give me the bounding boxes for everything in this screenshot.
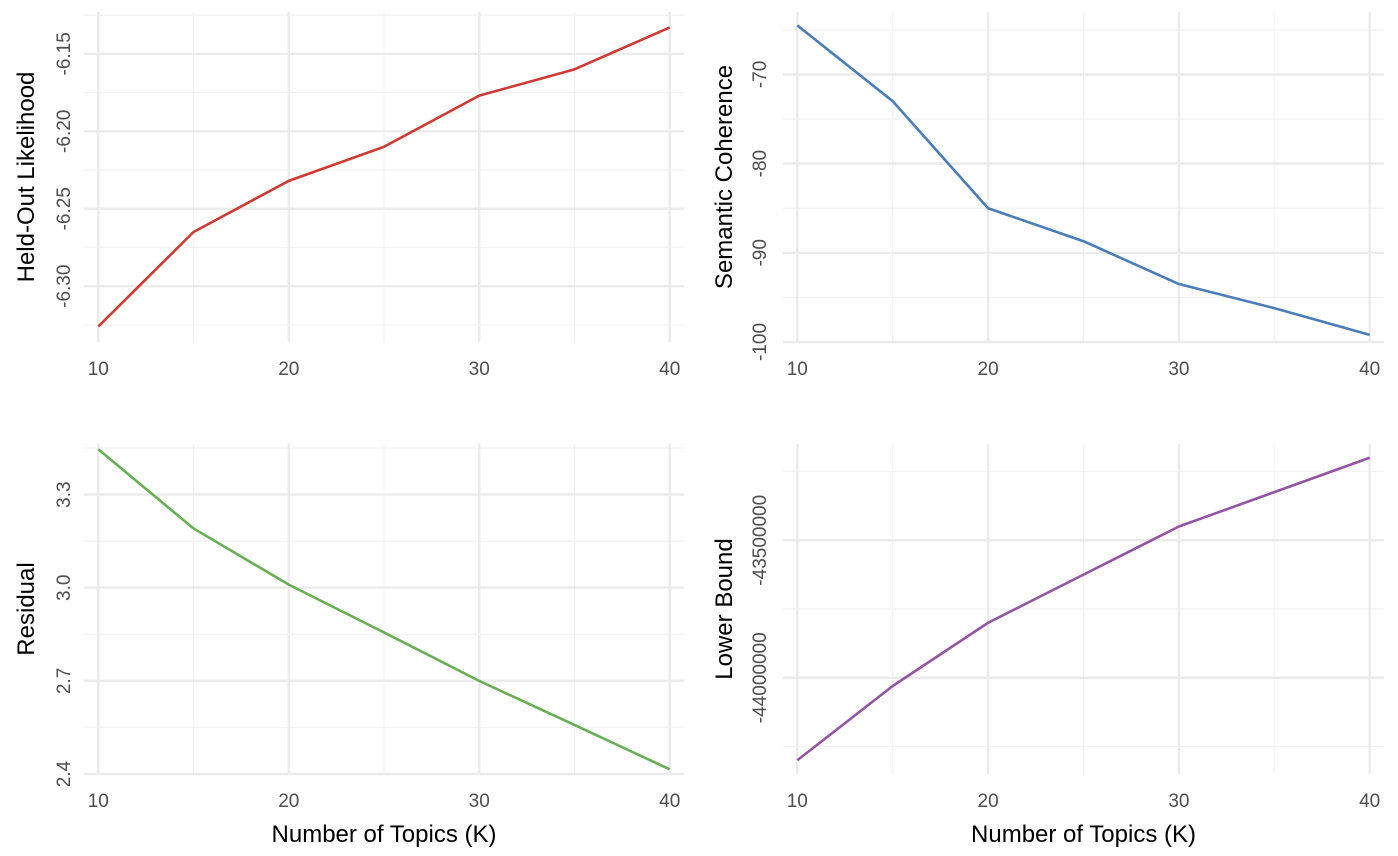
y-tick-label: 2.7 [54, 668, 75, 694]
residual-y-axis-title: Residual [13, 562, 40, 655]
x-tick-label: 20 [278, 359, 299, 380]
x-tick-label: 30 [469, 359, 490, 380]
residual-series-line [97, 448, 671, 771]
x-tick-label: 20 [978, 359, 999, 380]
y-tick-label: 3.3 [54, 481, 75, 507]
x-tick-label: 30 [1168, 791, 1189, 812]
y-tick-label: 3.0 [54, 575, 75, 601]
semantic-coherence-y-axis-title: Semantic Coherence [711, 65, 738, 289]
lower-bound-x-axis-title: Number of Topics (K) [971, 821, 1196, 848]
held-out-likelihood-panel: 10 20 30 40 -6.30 -6.25 -6.20 -6.15 Held-Out Lik… [13, 12, 684, 380]
residual-panel: 10 20 30 40 2.4 2.7 3.0 3.3 Residual Number of To… [13, 444, 684, 848]
held-out-likelihood-y-axis-title: Held-Out Likelihood [13, 72, 40, 283]
y-tick-label: -6.20 [54, 110, 75, 153]
x-tick-label: 40 [659, 359, 680, 380]
y-tick-label: -44000000 [750, 632, 771, 723]
lower-bound-y-axis-title: Lower Bound [711, 538, 738, 679]
y-tick-label: -70 [750, 61, 771, 88]
semantic-coherence-panel: 10 20 30 40 -100 -90 -80 -70 Semantic Coherence [711, 12, 1384, 380]
x-tick-label: 20 [278, 791, 299, 812]
residual-x-axis-title: Number of Topics (K) [272, 821, 497, 848]
x-tick-label: 40 [1359, 359, 1380, 380]
lower-bound-series-line [796, 456, 1371, 762]
semantic-coherence-series-line [796, 24, 1371, 337]
y-tick-label: -80 [750, 150, 771, 177]
y-tick-label: -90 [750, 239, 771, 266]
x-tick-label: 40 [659, 791, 680, 812]
x-tick-label: 30 [1168, 359, 1189, 380]
x-tick-label: 10 [88, 791, 109, 812]
y-tick-label: 2.4 [54, 760, 75, 787]
x-tick-label: 10 [88, 359, 109, 380]
y-tick-label: -6.25 [54, 187, 75, 230]
x-tick-label: 20 [978, 791, 999, 812]
x-tick-label: 10 [787, 359, 808, 380]
x-tick-label: 40 [1359, 791, 1380, 812]
x-tick-label: 10 [787, 791, 808, 812]
lower-bound-panel: 10 20 30 40 -44000000 -43500000 Lower Bound Num… [711, 444, 1384, 848]
x-tick-label: 30 [469, 791, 490, 812]
y-tick-label: -6.30 [54, 265, 75, 308]
y-tick-label: -43500000 [750, 495, 771, 586]
y-tick-label: -6.15 [54, 32, 75, 75]
y-tick-label: -100 [750, 323, 771, 361]
held-out-likelihood-series-line [97, 26, 671, 328]
